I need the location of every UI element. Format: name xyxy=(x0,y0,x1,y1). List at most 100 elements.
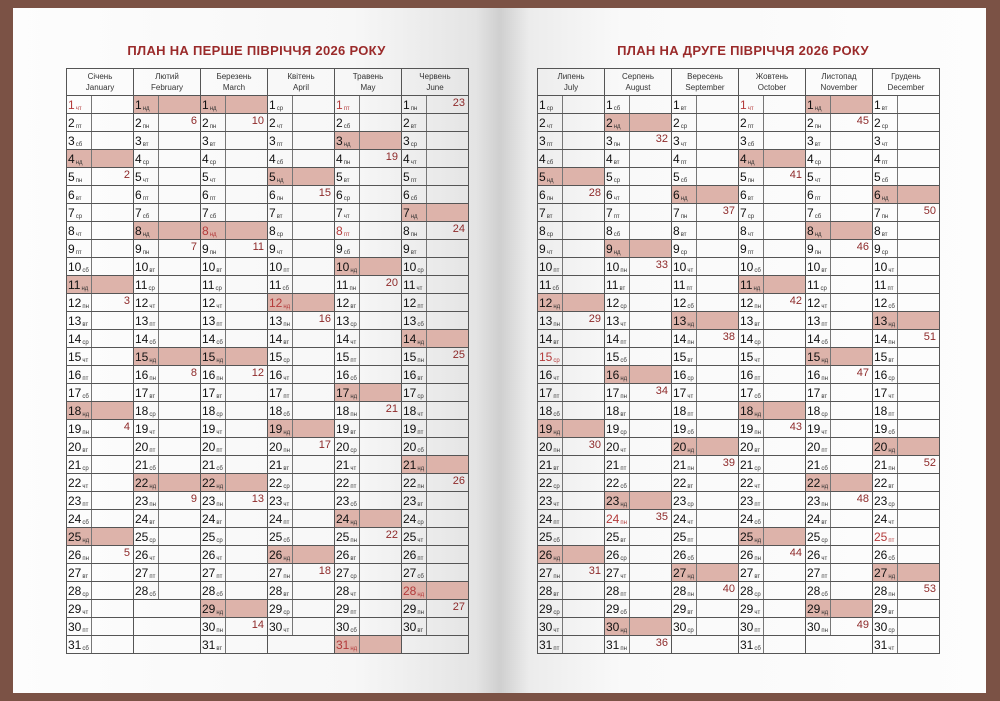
day-cell[interactable]: 13 ср xyxy=(334,311,402,330)
day-note-area[interactable] xyxy=(697,223,738,239)
day-cell[interactable]: 4 сб xyxy=(537,149,605,168)
day-cell[interactable]: 18 ср xyxy=(200,401,268,420)
day-cell[interactable]: 3 вт xyxy=(805,131,873,150)
day-note-area[interactable] xyxy=(831,583,872,599)
day-cell[interactable]: 3 нд xyxy=(334,131,402,150)
day-cell[interactable]: 4 ср xyxy=(133,149,201,168)
day-note-area[interactable] xyxy=(697,133,738,149)
day-cell[interactable]: 27 нд xyxy=(872,563,940,582)
day-cell[interactable]: 14 чт xyxy=(334,329,402,348)
day-note-area[interactable] xyxy=(831,151,872,167)
day-cell[interactable]: 1 нд xyxy=(200,95,268,114)
day-cell[interactable]: 19 нд xyxy=(267,419,335,438)
day-cell[interactable]: 2 чт xyxy=(537,113,605,132)
day-note-area[interactable] xyxy=(226,475,267,491)
day-note-area[interactable] xyxy=(630,403,671,419)
day-note-area[interactable] xyxy=(898,151,939,167)
day-note-area[interactable] xyxy=(831,511,872,527)
day-note-area[interactable] xyxy=(360,475,401,491)
day-cell[interactable]: 17 пт xyxy=(267,383,335,402)
day-note-area[interactable] xyxy=(360,421,401,437)
day-cell[interactable]: 20 пт xyxy=(200,437,268,456)
day-cell[interactable]: 3 ср xyxy=(401,131,469,150)
day-note-area[interactable] xyxy=(697,619,738,635)
day-note-area[interactable] xyxy=(159,259,200,275)
day-note-area[interactable] xyxy=(427,241,468,257)
day-cell[interactable]: 8 нд xyxy=(200,221,268,240)
day-cell[interactable]: 7 сб xyxy=(200,203,268,222)
day-cell[interactable]: 24 ср xyxy=(401,509,469,528)
day-cell[interactable]: 24 чт xyxy=(671,509,739,528)
day-cell[interactable]: 11 сб xyxy=(267,275,335,294)
day-note-area[interactable] xyxy=(764,457,805,473)
day-cell[interactable]: 11 ср xyxy=(805,275,873,294)
day-cell[interactable]: 16 нд xyxy=(604,365,672,384)
day-cell[interactable]: 2 пн 6 xyxy=(133,113,201,132)
day-cell[interactable]: 7 вт xyxy=(267,203,335,222)
day-note-area[interactable] xyxy=(159,205,200,221)
day-cell[interactable]: 30 чт xyxy=(267,617,335,636)
day-note-area[interactable] xyxy=(630,187,671,203)
day-cell[interactable]: 19 сб xyxy=(671,419,739,438)
day-cell[interactable]: 5 сб xyxy=(671,167,739,186)
day-cell[interactable]: 25 сб xyxy=(537,527,605,546)
day-cell[interactable]: 3 чт xyxy=(671,131,739,150)
day-note-area[interactable] xyxy=(630,601,671,617)
day-note-area[interactable] xyxy=(697,601,738,617)
day-cell[interactable]: 15 нд xyxy=(133,347,201,366)
day-note-area[interactable] xyxy=(630,547,671,563)
day-note-area[interactable] xyxy=(360,385,401,401)
day-note-area[interactable] xyxy=(360,601,401,617)
day-note-area[interactable] xyxy=(226,133,267,149)
day-cell[interactable]: 4 пт xyxy=(671,149,739,168)
day-note-area[interactable] xyxy=(360,97,401,113)
day-cell[interactable]: 18 сб xyxy=(537,401,605,420)
day-note-area[interactable] xyxy=(697,475,738,491)
day-cell[interactable]: 18 чт xyxy=(401,401,469,420)
day-note-area[interactable] xyxy=(697,511,738,527)
day-note-area[interactable] xyxy=(427,403,468,419)
day-note-area[interactable] xyxy=(898,349,939,365)
day-note-area[interactable] xyxy=(630,331,671,347)
day-cell[interactable]: 27 пт xyxy=(133,563,201,582)
day-note-area[interactable] xyxy=(764,439,805,455)
day-note-area[interactable] xyxy=(226,277,267,293)
day-note-area[interactable]: 23 xyxy=(427,97,468,113)
day-cell[interactable]: 30 пн 49 xyxy=(805,617,873,636)
day-note-area[interactable] xyxy=(898,241,939,257)
day-cell[interactable]: 16 пн 12 xyxy=(200,365,268,384)
day-cell[interactable]: 15 ср xyxy=(267,347,335,366)
day-cell[interactable]: 28 пт xyxy=(604,581,672,600)
day-cell[interactable]: 21 сб xyxy=(133,455,201,474)
day-note-area[interactable] xyxy=(226,439,267,455)
day-note-area[interactable] xyxy=(764,259,805,275)
day-cell[interactable]: 13 сб xyxy=(401,311,469,330)
day-note-area[interactable]: 3 xyxy=(92,295,133,311)
day-cell[interactable]: 23 пт xyxy=(66,491,134,510)
day-cell[interactable]: 4 сб xyxy=(267,149,335,168)
day-cell[interactable]: 19 сб xyxy=(872,419,940,438)
day-note-area[interactable]: 24 xyxy=(427,223,468,239)
day-note-area[interactable] xyxy=(92,241,133,257)
day-cell[interactable]: 21 пн 52 xyxy=(872,455,940,474)
day-note-area[interactable] xyxy=(92,583,133,599)
day-cell[interactable]: 15 сб xyxy=(604,347,672,366)
day-cell[interactable]: 22 сб xyxy=(604,473,672,492)
day-note-area[interactable] xyxy=(831,565,872,581)
day-cell[interactable]: 1 ср xyxy=(537,95,605,114)
day-cell[interactable]: 16 чт xyxy=(537,365,605,384)
day-cell[interactable]: 30 чт xyxy=(537,617,605,636)
day-cell[interactable]: 30 ср xyxy=(872,617,940,636)
day-cell[interactable]: 31 вт xyxy=(200,635,268,654)
day-note-area[interactable] xyxy=(563,259,604,275)
day-note-area[interactable] xyxy=(630,205,671,221)
day-note-area[interactable] xyxy=(563,277,604,293)
day-note-area[interactable] xyxy=(697,97,738,113)
day-cell[interactable]: 29 ср xyxy=(537,599,605,618)
day-cell[interactable]: 24 сб xyxy=(738,509,806,528)
day-cell[interactable]: 3 вт xyxy=(133,131,201,150)
day-cell[interactable]: 10 нд xyxy=(334,257,402,276)
day-note-area[interactable] xyxy=(427,295,468,311)
day-cell[interactable]: 4 нд xyxy=(66,149,134,168)
day-note-area[interactable]: 43 xyxy=(764,421,805,437)
